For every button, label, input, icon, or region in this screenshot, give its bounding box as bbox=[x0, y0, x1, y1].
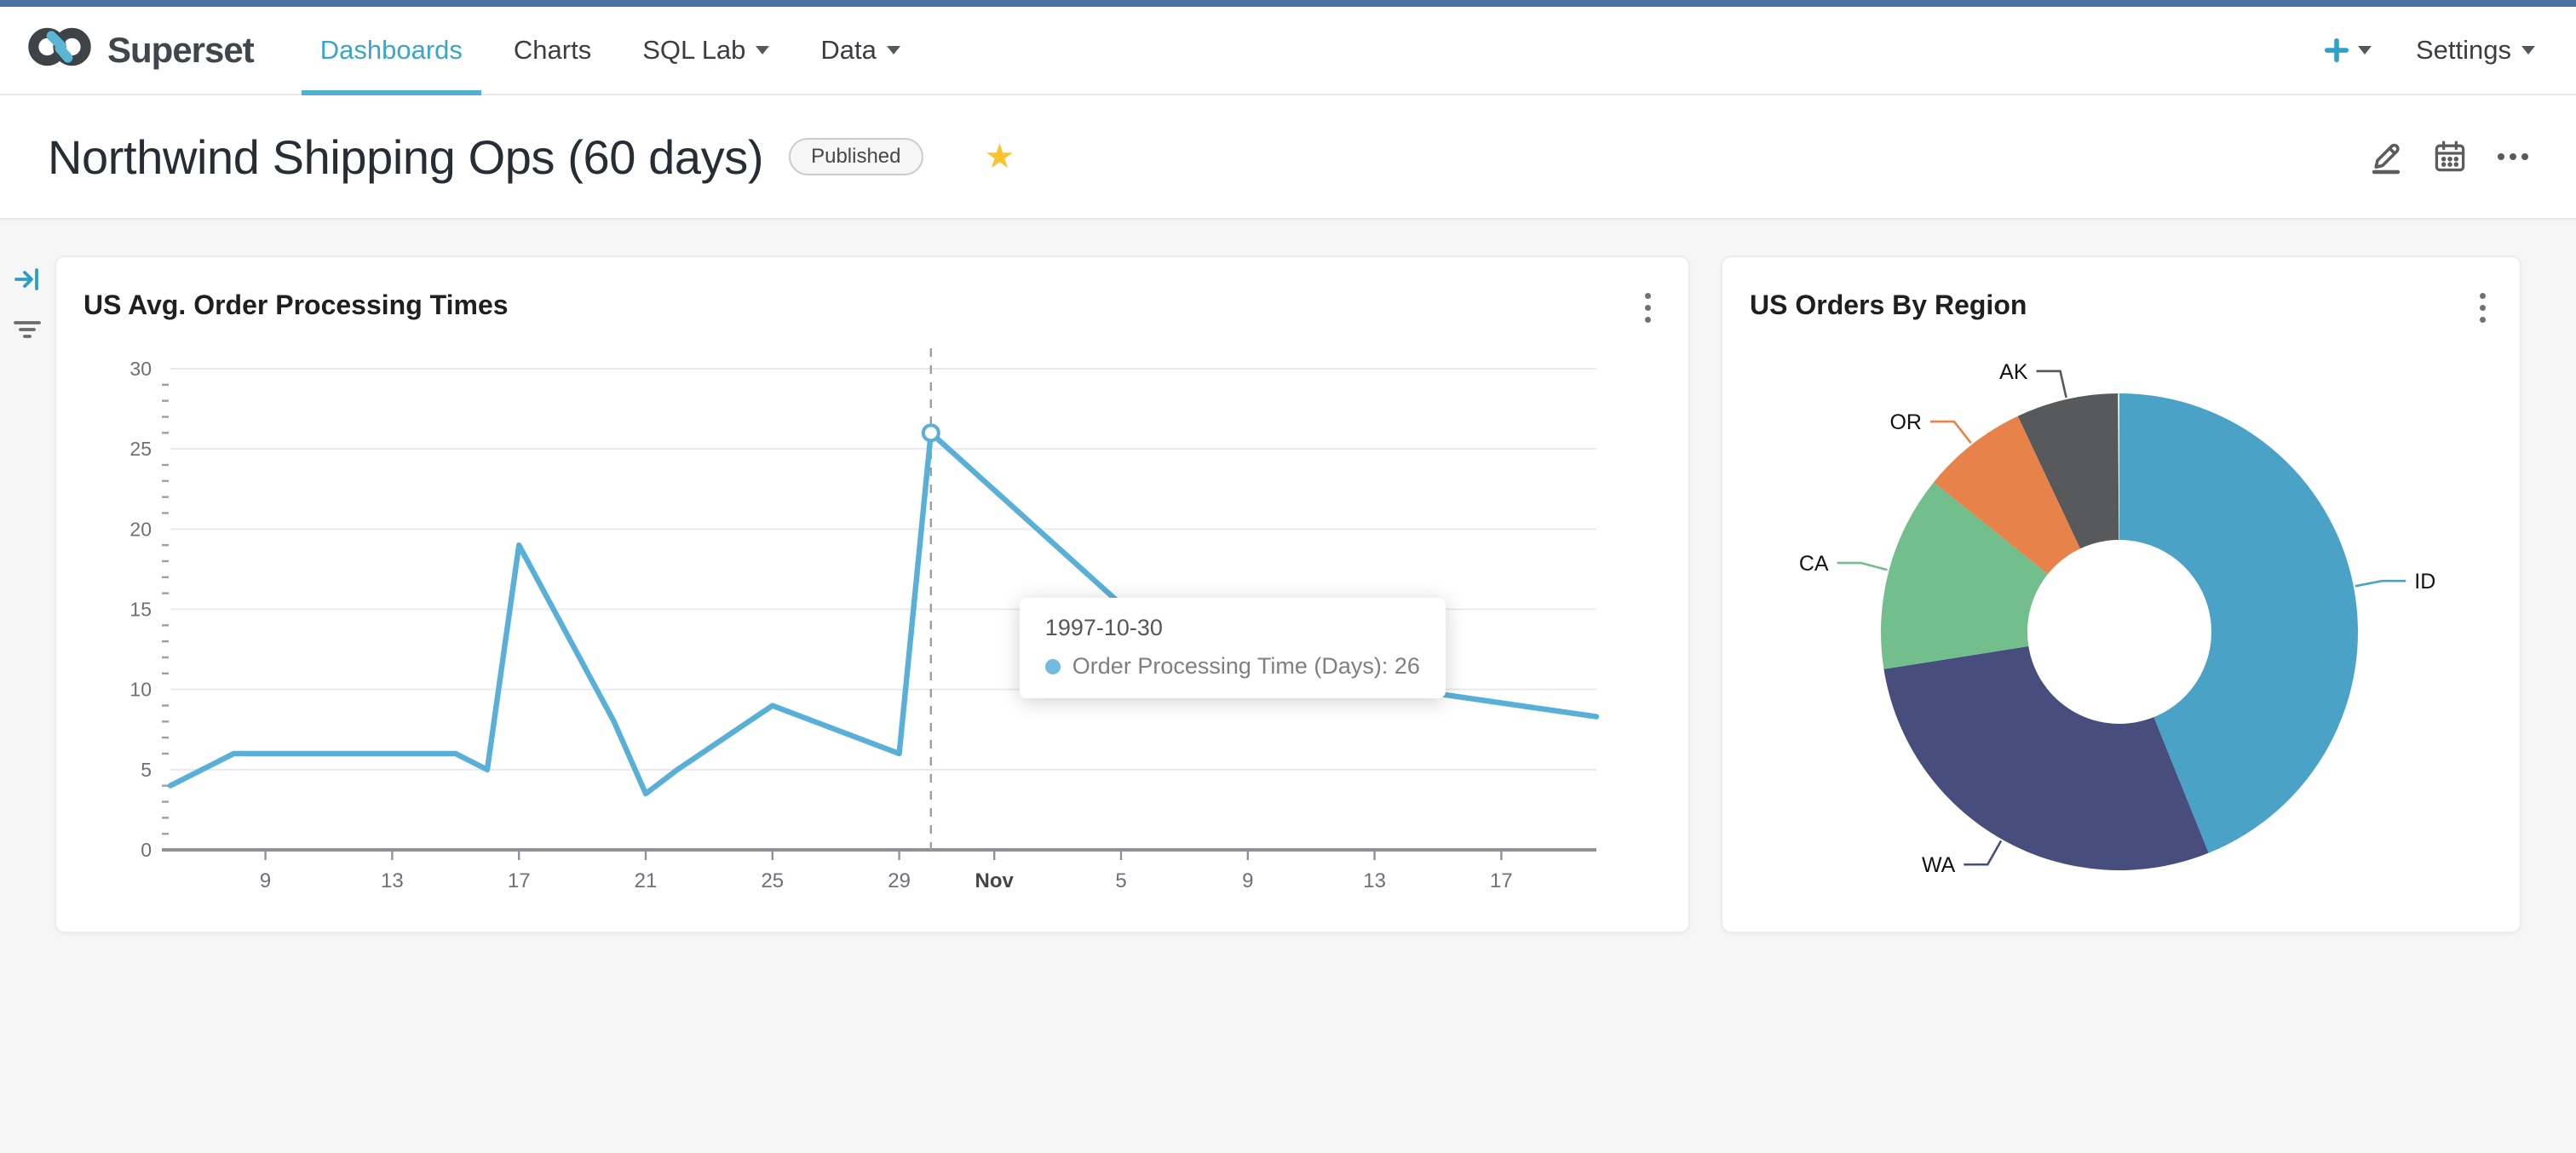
nav-data-label: Data bbox=[820, 35, 877, 65]
svg-text:ID: ID bbox=[2414, 570, 2435, 594]
new-item-button[interactable] bbox=[2324, 37, 2372, 63]
svg-text:13: 13 bbox=[381, 869, 404, 892]
calendar-icon[interactable] bbox=[2431, 138, 2469, 175]
donut-slice-CA bbox=[1881, 482, 2048, 669]
settings-menu[interactable]: Settings bbox=[2416, 35, 2535, 66]
svg-text:WA: WA bbox=[1922, 853, 1956, 877]
svg-text:13: 13 bbox=[1363, 869, 1386, 892]
svg-text:20: 20 bbox=[129, 518, 152, 540]
page-title: Northwind Shipping Ops (60 days) bbox=[48, 129, 764, 184]
plus-icon bbox=[2324, 37, 2349, 63]
nav-dashboards[interactable]: Dashboards bbox=[295, 7, 488, 95]
donut-slice-AK bbox=[2017, 393, 2119, 549]
series-dot-icon bbox=[1044, 658, 1061, 674]
chart-card-orders-by-region: US Orders By Region ID WA CA OR AK bbox=[1721, 255, 2521, 933]
nav-data[interactable]: Data bbox=[795, 7, 925, 94]
line-chart[interactable]: 0 5 10 15 20 25 30 9 13 17 21 25 29 Nov 5 9 13 17 bbox=[56, 257, 1692, 935]
filter-list-icon[interactable] bbox=[14, 315, 41, 342]
svg-text:25: 25 bbox=[761, 869, 784, 892]
svg-text:9: 9 bbox=[260, 869, 271, 892]
chart-tooltip: 1997-10-30 Order Processing Time (Days):… bbox=[1019, 598, 1446, 698]
nav-sql-lab[interactable]: SQL Lab bbox=[617, 7, 795, 94]
chevron-down-icon bbox=[2357, 46, 2372, 54]
svg-text:15: 15 bbox=[129, 599, 152, 621]
superset-logo-icon bbox=[24, 21, 95, 79]
donut-slice-ID bbox=[2119, 393, 2358, 853]
tooltip-date: 1997-10-30 bbox=[1044, 615, 1163, 640]
donut-chart[interactable]: ID WA CA OR AK bbox=[1722, 257, 2523, 935]
chevron-down-icon bbox=[756, 46, 770, 54]
chevron-down-icon bbox=[886, 46, 900, 54]
filter-rail bbox=[14, 266, 41, 342]
nav-charts[interactable]: Charts bbox=[488, 7, 617, 94]
edit-pencil-icon[interactable] bbox=[2368, 138, 2406, 175]
superset-logo[interactable]: Superset bbox=[24, 21, 255, 79]
chart-kebab-menu-icon[interactable] bbox=[1635, 290, 1661, 326]
svg-text:25: 25 bbox=[129, 438, 152, 460]
tooltip-value: Order Processing Time (Days): 26 bbox=[1072, 653, 1420, 679]
navbar: Superset Dashboards Charts SQL Lab Data bbox=[0, 7, 2576, 95]
svg-text:OR: OR bbox=[1889, 410, 1922, 434]
expand-filter-bar-icon[interactable] bbox=[14, 266, 41, 293]
more-actions-ellipsis-icon[interactable] bbox=[2494, 138, 2532, 175]
svg-text:10: 10 bbox=[129, 679, 152, 701]
nav-dashboards-label: Dashboards bbox=[319, 35, 463, 65]
svg-text:21: 21 bbox=[635, 869, 658, 892]
favorite-star-icon[interactable]: ★ bbox=[984, 138, 1015, 175]
donut-slice-OR bbox=[1934, 416, 2081, 575]
svg-text:9: 9 bbox=[1242, 869, 1253, 892]
svg-text:30: 30 bbox=[129, 358, 152, 380]
brand-name: Superset bbox=[107, 30, 255, 70]
svg-text:29: 29 bbox=[888, 869, 911, 892]
dashboard-content: US Avg. Order Processing Times 0 5 10 15 20 2… bbox=[0, 220, 2576, 1153]
donut-slice-WA bbox=[1883, 645, 2209, 870]
svg-text:5: 5 bbox=[1115, 869, 1126, 892]
svg-text:0: 0 bbox=[141, 839, 152, 861]
published-badge[interactable]: Published bbox=[789, 138, 923, 175]
chart-kebab-menu-icon[interactable] bbox=[2470, 290, 2496, 326]
svg-text:CA: CA bbox=[1799, 552, 1829, 576]
nav-charts-label: Charts bbox=[513, 35, 592, 65]
chart-title: US Avg. Order Processing Times bbox=[83, 290, 509, 320]
main-nav: Dashboards Charts SQL Lab Data bbox=[295, 7, 926, 95]
navbar-right: Settings bbox=[2324, 35, 2552, 66]
top-accent-bar bbox=[0, 0, 2576, 7]
chart-card-order-processing: US Avg. Order Processing Times 0 5 10 15 20 2… bbox=[55, 255, 1690, 933]
settings-label: Settings bbox=[2415, 35, 2511, 65]
svg-text:5: 5 bbox=[141, 759, 152, 781]
svg-text:17: 17 bbox=[1490, 869, 1513, 892]
chevron-down-icon bbox=[2521, 46, 2535, 54]
dashboard-actions bbox=[2368, 138, 2532, 175]
nav-sql-lab-label: SQL Lab bbox=[642, 35, 746, 65]
svg-text:Nov: Nov bbox=[975, 869, 1015, 892]
svg-text:AK: AK bbox=[1999, 360, 2028, 384]
chart-title: US Orders By Region bbox=[1750, 290, 2027, 320]
svg-text:17: 17 bbox=[508, 869, 531, 892]
dashboard-header: Northwind Shipping Ops (60 days) Publish… bbox=[0, 95, 2576, 220]
